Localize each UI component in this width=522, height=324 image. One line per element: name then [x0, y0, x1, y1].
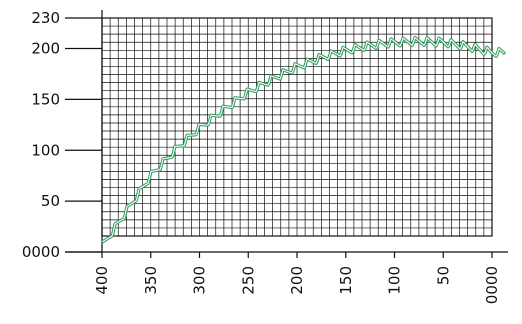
- y-tick-label: 100: [31, 141, 60, 159]
- series-line-inner: [102, 37, 505, 243]
- series-group: [101, 36, 506, 244]
- x-tick-label: 100: [386, 266, 404, 295]
- x-tick-label: 350: [142, 266, 160, 295]
- y-tick-label: 150: [31, 90, 60, 108]
- x-axis-ticks: 400 350 300 250 200 150 100 50 0000: [93, 252, 501, 304]
- y-axis-ticks: 0000 50 100 150 200 230: [22, 9, 102, 261]
- x-tick-label: 150: [337, 266, 355, 295]
- x-tick-label: 50: [434, 266, 452, 285]
- grid: [101, 17, 493, 237]
- y-tick-label: 0000: [22, 243, 60, 261]
- x-tick-label: 400: [93, 266, 111, 295]
- x-tick-label: 250: [239, 266, 257, 295]
- y-tick-label: 50: [41, 192, 60, 210]
- y-tick-label: 200: [31, 40, 60, 58]
- axes: [65, 10, 508, 253]
- x-tick-label: 200: [288, 266, 306, 295]
- x-tick-label: 0000: [483, 266, 501, 304]
- y-tick-label: 230: [31, 9, 60, 27]
- x-tick-label: 300: [191, 266, 209, 295]
